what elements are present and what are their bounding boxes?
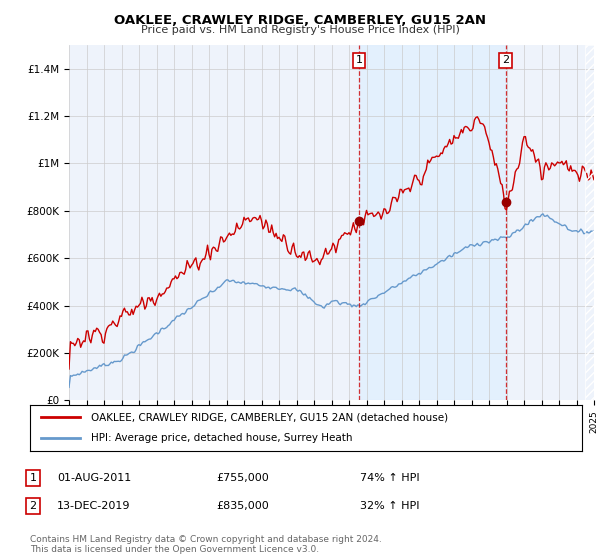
Text: Contains HM Land Registry data © Crown copyright and database right 2024.
This d: Contains HM Land Registry data © Crown c…	[30, 535, 382, 554]
Text: 1: 1	[29, 473, 37, 483]
Text: Price paid vs. HM Land Registry's House Price Index (HPI): Price paid vs. HM Land Registry's House …	[140, 25, 460, 35]
Text: 13-DEC-2019: 13-DEC-2019	[57, 501, 131, 511]
Text: 32% ↑ HPI: 32% ↑ HPI	[360, 501, 419, 511]
Text: 74% ↑ HPI: 74% ↑ HPI	[360, 473, 419, 483]
Text: 01-AUG-2011: 01-AUG-2011	[57, 473, 131, 483]
Bar	[585, 45, 594, 400]
Text: HPI: Average price, detached house, Surrey Heath: HPI: Average price, detached house, Surr…	[91, 433, 352, 444]
Bar	[359, 45, 506, 400]
Text: £755,000: £755,000	[216, 473, 269, 483]
Text: 2: 2	[502, 55, 509, 66]
Text: £835,000: £835,000	[216, 501, 269, 511]
Text: OAKLEE, CRAWLEY RIDGE, CAMBERLEY, GU15 2AN (detached house): OAKLEE, CRAWLEY RIDGE, CAMBERLEY, GU15 2…	[91, 412, 448, 422]
Text: OAKLEE, CRAWLEY RIDGE, CAMBERLEY, GU15 2AN: OAKLEE, CRAWLEY RIDGE, CAMBERLEY, GU15 2…	[114, 14, 486, 27]
Text: 2: 2	[29, 501, 37, 511]
Text: 1: 1	[356, 55, 362, 66]
